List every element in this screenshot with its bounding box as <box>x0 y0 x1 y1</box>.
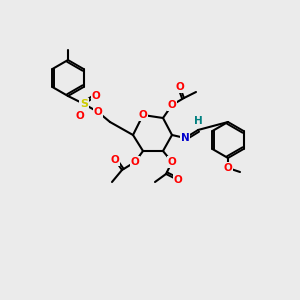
Text: O: O <box>168 157 176 167</box>
Text: O: O <box>139 110 147 120</box>
Text: O: O <box>168 100 176 110</box>
Text: O: O <box>130 157 140 167</box>
Text: S: S <box>80 99 88 109</box>
Text: O: O <box>176 82 184 92</box>
Text: O: O <box>174 175 182 185</box>
Text: O: O <box>92 91 100 101</box>
Text: N: N <box>181 133 189 143</box>
Text: O: O <box>76 111 84 121</box>
Text: H: H <box>194 116 202 126</box>
Text: O: O <box>224 163 232 173</box>
Text: O: O <box>111 155 119 165</box>
Text: O: O <box>94 107 102 117</box>
